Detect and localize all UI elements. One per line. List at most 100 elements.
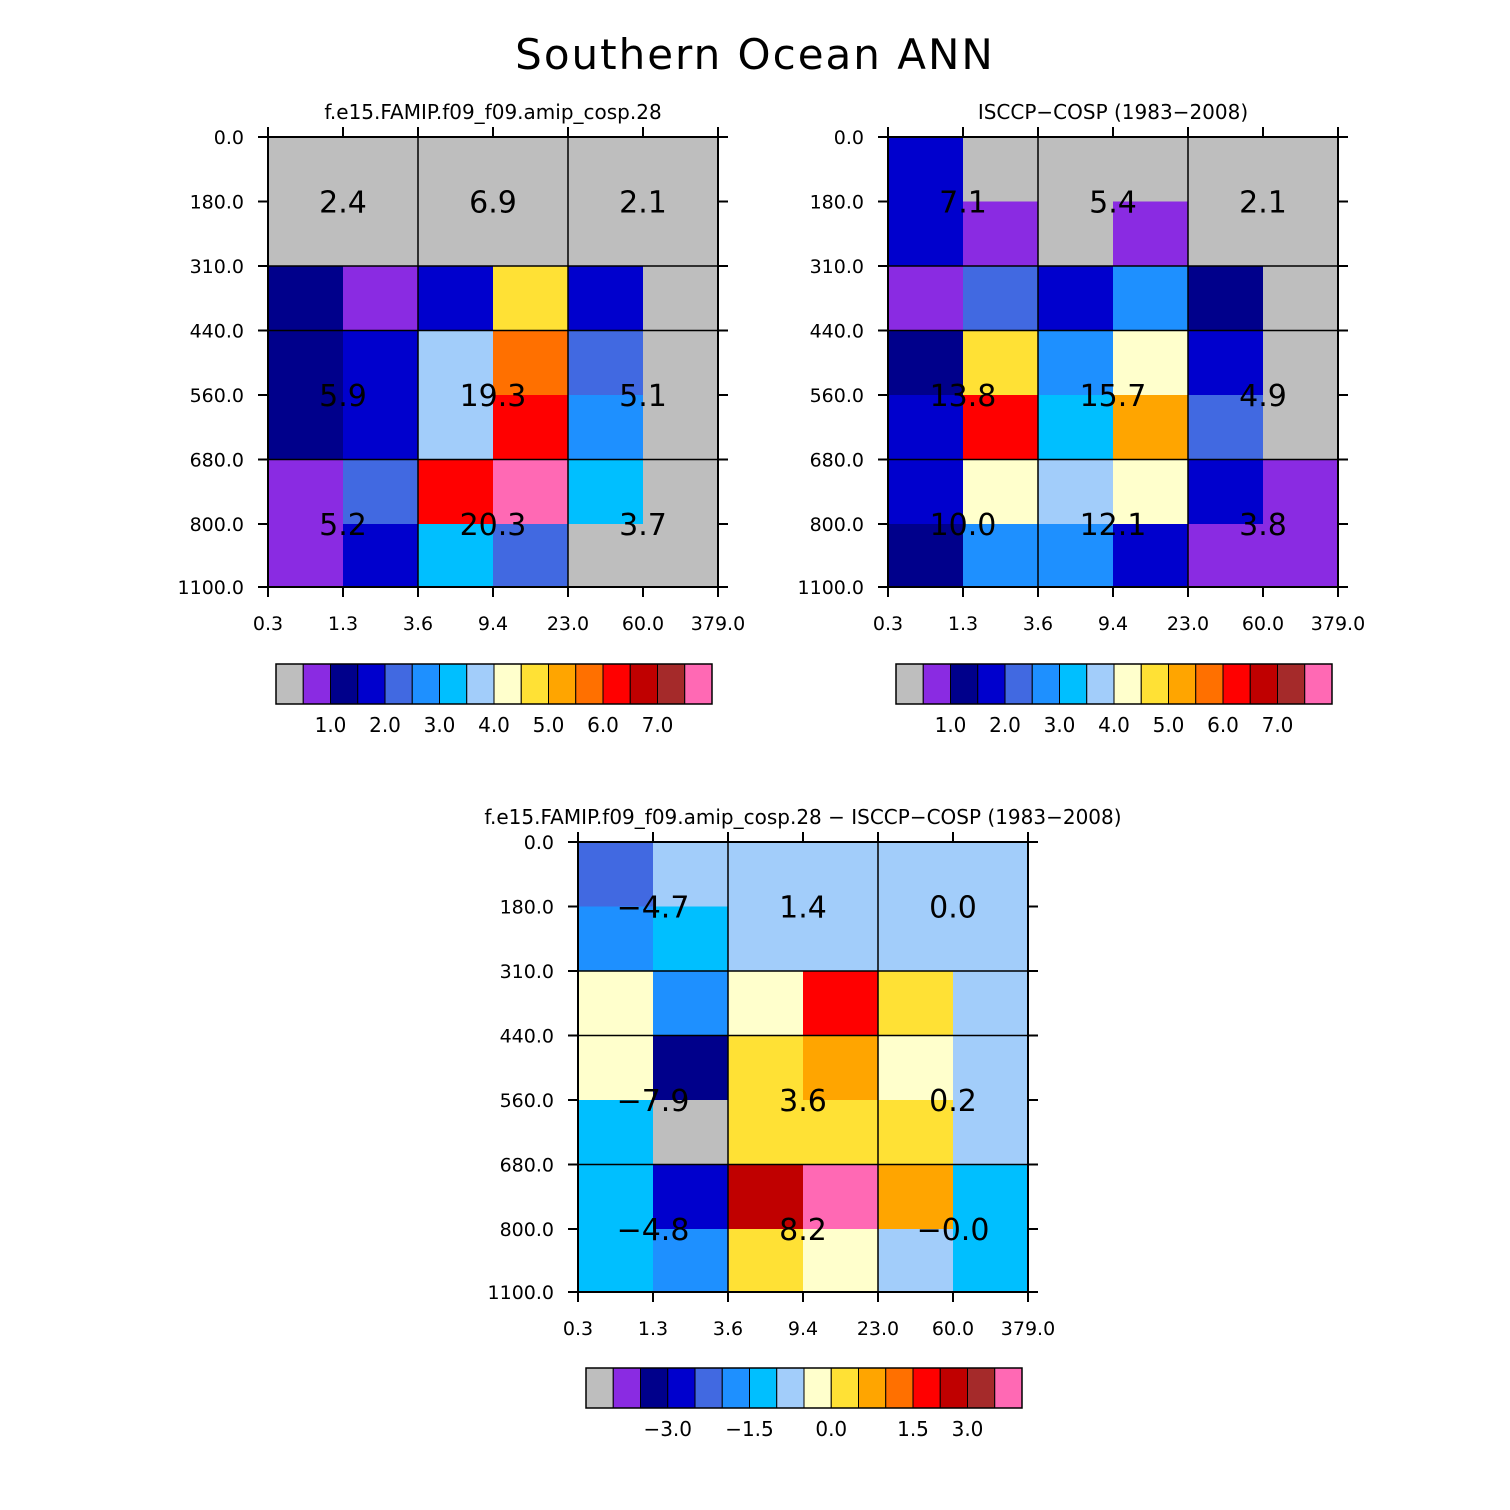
heatmap-cell [568,266,644,331]
group-sum-label: 2.1 [1239,186,1287,221]
colorbar-box [684,663,713,705]
colorbar-label: 5.0 [1153,713,1185,737]
heatmap-cell [493,524,569,588]
y-tick-label: 1100.0 [488,1282,554,1304]
colorbar-box [1195,663,1224,705]
group-sum-label: 6.9 [469,186,517,221]
heatmap-cell [803,1035,879,1101]
group-sum-label: 20.3 [460,508,527,543]
x-tick-label: 0.3 [873,613,903,635]
heatmap-cell [953,842,1029,907]
colorbar-box [1249,663,1278,705]
colorbar-box [858,1367,887,1409]
y-tick-label: 310.0 [500,961,554,983]
colorbar-box [466,663,495,705]
y-tick-label: 680.0 [190,450,244,472]
panel-title-0: f.e15.FAMIP.f09_f09.amip_cosp.28 [324,100,661,124]
colorbar-box [967,1367,996,1409]
colorbar-box [357,663,386,705]
heatmap-cell [568,524,644,588]
heatmap-cell [1038,330,1114,396]
group-sum-label: 7.1 [939,186,987,221]
colorbar-box [411,663,440,705]
x-tick-label: 9.4 [1098,613,1128,635]
heatmap-cell [643,395,719,460]
colorbar-box [548,663,577,705]
heatmap-cell [1188,459,1264,525]
colorbar-label: 3.0 [424,713,456,737]
colorbar-box [1168,663,1197,705]
y-tick-label: 0.0 [214,127,244,149]
colorbar-box [612,1367,641,1409]
colorbar-box [1222,663,1251,705]
colorbar-box [922,663,951,705]
heatmap-cell [643,524,719,588]
heatmap-cell [578,1035,654,1101]
heatmap-cell [888,459,964,525]
y-tick-label: 560.0 [190,385,244,407]
x-tick-label: 0.3 [253,613,283,635]
heatmap-cell [1113,137,1189,202]
heatmap-cell [888,137,964,202]
x-tick-label: 3.6 [1023,613,1053,635]
colorbar-box [830,1367,859,1409]
panel-title-1: ISCCP−COSP (1983−2008) [978,100,1248,124]
colorbar-box [1113,663,1142,705]
colorbar-label: −1.5 [725,1417,774,1441]
heatmap-cell [653,842,729,907]
heatmap-cell [578,842,654,907]
colorbar-label: 6.0 [587,713,619,737]
colorbar-label: −3.0 [643,1417,692,1441]
heatmap-cell [1188,524,1264,588]
heatmap-cell [568,330,644,396]
heatmap-cell [1038,524,1114,588]
heatmap-cell [963,524,1039,588]
x-tick-label: 1.3 [638,1318,668,1340]
group-sum-label: 1.4 [779,891,827,926]
colorbar-label: 7.0 [1262,713,1294,737]
colorbar-box [1086,663,1115,705]
heatmap-cell [888,330,964,396]
heatmap-cell [1038,201,1114,267]
heatmap-cell [268,201,344,267]
heatmap-cell [1188,137,1264,202]
group-sum-label: 13.8 [930,379,997,414]
heatmap-cell [653,1035,729,1101]
heatmap-cell [953,971,1029,1036]
heatmap-cell [878,842,954,907]
colorbar-box [585,1367,614,1409]
page-title: Southern Ocean ANN [515,30,995,79]
heatmap-cell [953,1100,1029,1165]
heatmap-cell [728,1035,804,1101]
y-tick-label: 680.0 [500,1155,554,1177]
colorbar-box [977,663,1006,705]
heatmap-cell [418,524,494,588]
heatmap-cell [803,971,879,1036]
heatmap-cell [1263,524,1339,588]
heatmap-cell [1038,459,1114,525]
heatmap-cell [803,1100,879,1165]
heatmap-cell [803,1164,879,1230]
colorbar-box [912,1367,941,1409]
x-tick-label: 60.0 [932,1318,974,1340]
heatmap-cell [963,330,1039,396]
colorbar-frame [585,1367,1023,1409]
heatmap-cell [963,459,1039,525]
colorbar-box [520,663,549,705]
heatmap-cell [643,459,719,525]
colorbar-box [384,663,413,705]
colorbar-box [275,663,304,705]
group-sum-label: −4.8 [617,1213,690,1248]
heatmap-cell [418,266,494,331]
heatmap-cell [268,459,344,525]
y-tick-label: 1100.0 [798,577,864,599]
group-sum-label: 2.4 [319,186,367,221]
heatmap-cell [878,1100,954,1165]
heatmap-cell [888,524,964,588]
colorbar-label: 1.0 [935,713,967,737]
group-sum-label: 8.2 [779,1213,827,1248]
group-sum-label: 3.6 [779,1084,827,1119]
colorbar-box [493,663,522,705]
colorbar-box [994,1367,1023,1409]
